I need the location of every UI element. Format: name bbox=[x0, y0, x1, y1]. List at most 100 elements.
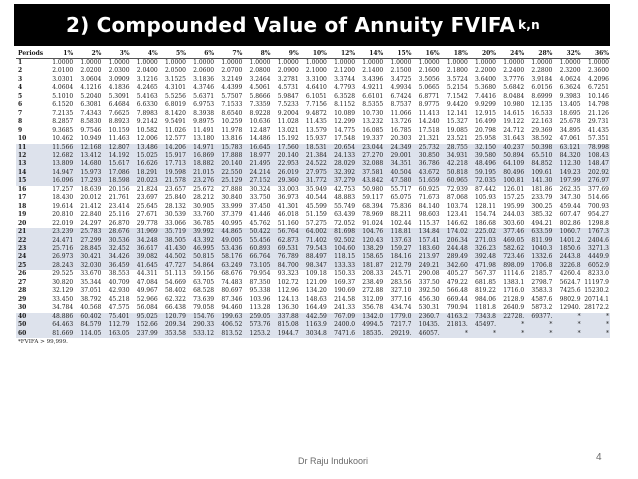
value-cell: 6.8771 bbox=[418, 92, 440, 100]
period-cell: 26 bbox=[18, 270, 27, 278]
value-cell: 186.68 bbox=[475, 219, 496, 227]
value-cell: 8.6999 bbox=[531, 92, 553, 100]
value-cell: 1.0000 bbox=[164, 59, 186, 66]
value-cell: 15.973 bbox=[74, 168, 103, 178]
table-row: 4 4.0604 4.1216 4.1836 4.2465 4.3101 4.3746 4.4… bbox=[16, 84, 610, 92]
value-cell: 126.01 bbox=[503, 185, 525, 193]
value-cell: 199.63 bbox=[215, 312, 244, 322]
value-cell: 12.487 bbox=[249, 126, 271, 134]
value-cell: 225.02 bbox=[468, 228, 497, 237]
value-cell: 63.439 bbox=[334, 211, 356, 219]
value-cell: 137.63 bbox=[384, 236, 413, 245]
value-cell: 27.299 bbox=[74, 236, 103, 245]
table-row: 50 64.463 84.579 112.79 152.66 209.34 290.33 40… bbox=[16, 321, 610, 330]
value-cell: 1716.0 bbox=[503, 287, 525, 295]
value-cell: 54.864 bbox=[186, 261, 216, 271]
value-cell: 898.09 bbox=[497, 261, 526, 271]
value-cell: 24.712 bbox=[503, 126, 525, 134]
value-cell: 14.798 bbox=[588, 101, 609, 109]
value-cell: 38.505 bbox=[158, 236, 187, 245]
fvifa-table: Periods 1% 2% 3% 4% 5% 6% 7% 8% 9% 10% 12% 14% 15% 16%… bbox=[16, 49, 610, 338]
value-cell: 5.5256 bbox=[164, 92, 186, 100]
value-cell: 8.3938 bbox=[193, 109, 215, 117]
value-cell: 20.798 bbox=[475, 126, 496, 134]
value-cell: 7.4343 bbox=[80, 109, 102, 117]
value-cell: 42.930 bbox=[108, 287, 130, 295]
value-cell: 35.344 bbox=[80, 278, 102, 286]
value-cell: 15.025 bbox=[130, 151, 159, 161]
value-cell: 29.731 bbox=[588, 118, 609, 126]
value-cell: 46.995 bbox=[186, 244, 216, 254]
column-header-rate: 2% bbox=[74, 49, 103, 59]
slide-title-subscript: k,n bbox=[518, 18, 540, 32]
value-cell: 43.392 bbox=[186, 236, 216, 245]
value-cell: 3.7776 bbox=[503, 75, 525, 83]
value-cell: 54.669 bbox=[164, 278, 186, 286]
value-cell: 4.2096 bbox=[588, 75, 609, 83]
value-cell: 128.11 bbox=[475, 202, 496, 210]
value-cell: 1.0000 bbox=[221, 59, 243, 66]
value-cell: 25.783 bbox=[74, 228, 103, 237]
table-row: 16 17.257 18.639 20.156 21.824 23.657 25.672 27… bbox=[16, 186, 610, 194]
value-cell: 84.140 bbox=[418, 202, 440, 210]
value-cell: 118.81 bbox=[384, 228, 413, 237]
table-row: 29 33.450 38.792 45.218 52.966 62.322 73.639 87… bbox=[16, 296, 610, 304]
value-cell: 47.727 bbox=[158, 261, 187, 271]
value-cell: 17.560 bbox=[271, 143, 300, 152]
value-cell: 42.753 bbox=[334, 185, 356, 193]
value-cell: 33.999 bbox=[221, 202, 243, 210]
value-cell: 47.061 bbox=[559, 135, 581, 143]
period-cell: 40 bbox=[16, 312, 46, 322]
value-cell: 30.324 bbox=[249, 185, 271, 193]
value-cell: 1.0000 bbox=[80, 59, 102, 66]
value-cell: 16.085 bbox=[362, 126, 384, 134]
value-cell: 11197.9 bbox=[584, 278, 609, 286]
table-row: 25 28.243 32.030 36.459 41.645 47.727 54.864 63… bbox=[16, 261, 610, 271]
value-cell: 25.672 bbox=[193, 185, 215, 193]
value-cell: 30.905 bbox=[193, 202, 215, 210]
value-cell: 8.7537 bbox=[390, 101, 412, 109]
value-cell: 681.85 bbox=[475, 278, 496, 286]
period-cell: 15 bbox=[16, 177, 46, 186]
value-cell: 19.122 bbox=[503, 118, 525, 126]
value-cell: 802.86 bbox=[559, 219, 581, 227]
value-cell: 2.0900 bbox=[277, 67, 299, 75]
value-cell: 385.32 bbox=[531, 211, 553, 219]
value-cell: 16.533 bbox=[531, 109, 553, 117]
value-cell: 5.8666 bbox=[249, 92, 271, 100]
value-cell: 3.0604 bbox=[80, 75, 102, 83]
value-cell: 5.0665 bbox=[418, 84, 440, 92]
value-cell: 9.5491 bbox=[164, 118, 186, 126]
value-cell: 81.698 bbox=[327, 228, 357, 237]
value-cell: 434.74 bbox=[390, 304, 412, 312]
value-cell: 3.3100 bbox=[305, 75, 327, 83]
value-cell: 36.459 bbox=[102, 261, 131, 271]
value-cell: 22.840 bbox=[80, 211, 102, 219]
table-row: 11 11.566 12.168 12.807 13.486 14.206 14.971 15… bbox=[16, 143, 610, 152]
value-cell: 17.257 bbox=[52, 185, 74, 193]
value-cell: 121.09 bbox=[305, 278, 327, 286]
value-cell: 23.044 bbox=[356, 143, 385, 152]
period-cell: 28 bbox=[18, 287, 27, 295]
value-cell: 56.084 bbox=[136, 304, 158, 312]
column-header-rate: 15% bbox=[384, 49, 413, 59]
value-cell: 84.700 bbox=[271, 261, 300, 271]
value-cell: 134.20 bbox=[305, 287, 327, 295]
value-cell: 6.4684 bbox=[108, 101, 130, 109]
value-cell: 2.0500 bbox=[164, 67, 186, 75]
value-cell: 109.18 bbox=[305, 270, 327, 278]
value-cell: * bbox=[440, 329, 469, 338]
value-cell: 10.089 bbox=[334, 109, 356, 117]
value-cell: 13.726 bbox=[390, 118, 412, 126]
value-cell: 63.121 bbox=[553, 143, 582, 152]
value-cell: 120.43 bbox=[356, 236, 385, 245]
value-cell: 21.578 bbox=[158, 177, 187, 186]
value-cell: 76.789 bbox=[271, 253, 300, 262]
value-cell: 3.1216 bbox=[136, 75, 158, 83]
value-cell: 2.0100 bbox=[52, 67, 74, 75]
table-row: 12 12.682 13.412 14.192 15.025 15.917 16.869 17… bbox=[16, 151, 610, 161]
value-cell: 104.60 bbox=[327, 244, 357, 254]
value-cell: 2.2800 bbox=[531, 67, 553, 75]
value-cell: 14.240 bbox=[418, 118, 440, 126]
value-cell: 40.709 bbox=[108, 278, 130, 286]
